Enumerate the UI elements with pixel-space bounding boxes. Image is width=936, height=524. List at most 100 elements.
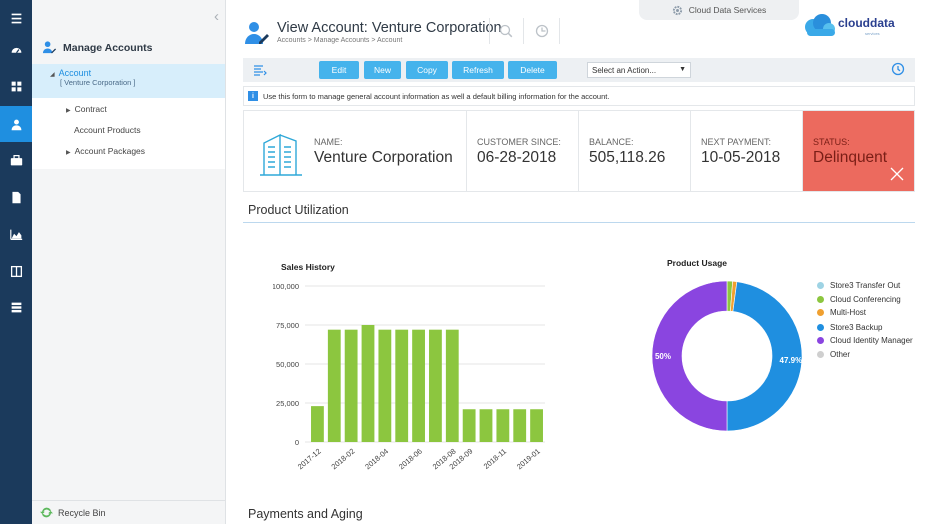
- user-edit-icon: [42, 41, 57, 54]
- account-sub-label: [ Venture Corporation ]: [60, 78, 136, 87]
- summary-balance-cell: BALANCE: 505,118.26: [579, 111, 691, 191]
- tree-item-account-packages[interactable]: ▶ Account Packages: [66, 146, 145, 156]
- collapse-panel-icon[interactable]: ‹: [214, 8, 219, 25]
- bar-2018-02[interactable]: [344, 329, 358, 442]
- close-icon[interactable]: [890, 167, 904, 181]
- action-select-value: Select an Action...: [592, 65, 657, 75]
- rail-document-button[interactable]: [0, 179, 32, 215]
- rail-grid-button[interactable]: [0, 68, 32, 104]
- info-icon: i: [248, 91, 258, 101]
- legend-item[interactable]: Store3 Backup: [817, 322, 927, 334]
- expand-caret-icon: ◢: [50, 72, 55, 78]
- bar-2018-08[interactable]: [445, 329, 459, 442]
- breadcrumb[interactable]: Accounts > Manage Accounts > Account: [277, 37, 403, 44]
- copy-button[interactable]: Copy: [406, 61, 448, 79]
- recycle-bin-label: Recycle Bin: [58, 507, 106, 518]
- rail-layout-button[interactable]: [0, 253, 32, 289]
- logo-text: clouddata: [838, 16, 895, 30]
- y-tick-label: 75,000: [276, 321, 299, 330]
- tree-item-label: Account Products: [74, 125, 141, 135]
- bar-2018-03[interactable]: [361, 325, 375, 442]
- since-value: 06-28-2018: [477, 149, 557, 166]
- divider: [523, 18, 524, 44]
- bar-2018-05[interactable]: [395, 329, 409, 442]
- rail-user-button[interactable]: [0, 106, 32, 142]
- chart-title: Product Usage: [667, 258, 727, 268]
- grid-icon: [11, 81, 21, 91]
- product-utilization-heading: Product Utilization: [248, 203, 349, 217]
- toolbar: Edit New Copy Refresh Delete Select an A…: [243, 58, 915, 82]
- slice-data-label: 50%: [655, 352, 671, 361]
- rail-area-chart-button[interactable]: [0, 216, 32, 252]
- chart-title: Sales History: [281, 262, 335, 272]
- summary-name-cell: NAME: Venture Corporation: [244, 111, 467, 191]
- page-title: View Account: Venture Corporation: [277, 20, 502, 36]
- clock-history-icon[interactable]: [891, 62, 905, 76]
- legend-item[interactable]: Cloud Identity Manager: [817, 335, 927, 347]
- search-icon[interactable]: [499, 24, 513, 38]
- document-icon: [11, 191, 21, 203]
- rail-menu-button[interactable]: [0, 0, 32, 36]
- refresh-button[interactable]: Refresh: [452, 61, 504, 79]
- legend-item[interactable]: Multi-Host: [817, 307, 927, 319]
- bar-2018-12[interactable]: [513, 409, 527, 442]
- x-tick-label: 2019-01: [515, 447, 542, 472]
- recycle-bin-button[interactable]: Recycle Bin: [32, 500, 225, 524]
- delete-button[interactable]: Delete: [508, 61, 557, 79]
- rail-stack-button[interactable]: [0, 289, 32, 325]
- legend-label: Store3 Transfer Out: [830, 281, 901, 290]
- bar-2017-12[interactable]: [311, 406, 324, 442]
- dashboard-icon: [11, 47, 21, 53]
- cloud-logo-icon: [805, 14, 835, 36]
- next-payment-label: NEXT PAYMENT:: [701, 137, 772, 147]
- expand-caret-icon: ▶: [66, 108, 71, 114]
- legend-item[interactable]: Store3 Transfer Out: [817, 280, 927, 292]
- y-tick-label: 25,000: [276, 399, 299, 408]
- slice-cloud-identity-manager[interactable]: [651, 280, 728, 432]
- rail-briefcase-button[interactable]: [0, 142, 32, 178]
- account-summary: NAME: Venture Corporation CUSTOMER SINCE…: [243, 110, 915, 192]
- legend-swatch: [817, 350, 824, 358]
- slice-store3-backup[interactable]: [726, 281, 803, 432]
- bar-2018-06[interactable]: [412, 329, 425, 442]
- logo-subtext: services: [865, 31, 880, 36]
- action-select[interactable]: Select an Action... ▼: [587, 62, 691, 78]
- x-tick-label: 2018-04: [363, 447, 390, 472]
- next-payment-value: 10-05-2018: [701, 149, 781, 166]
- bar-2018-09[interactable]: [462, 409, 476, 442]
- bar-2018-11[interactable]: [496, 409, 510, 442]
- legend-label: Multi-Host: [830, 308, 867, 317]
- menu-icon: [11, 13, 21, 23]
- bar-2018-01[interactable]: [327, 329, 341, 442]
- bar-2018-07[interactable]: [429, 329, 442, 442]
- rail-dashboard-button[interactable]: [0, 31, 32, 67]
- name-label: NAME:: [314, 137, 343, 147]
- cloud-data-services-tab[interactable]: Cloud Data Services: [639, 0, 799, 20]
- pie-history-icon[interactable]: [535, 24, 549, 38]
- x-tick-label: 2017-12: [296, 447, 323, 472]
- expand-caret-icon: ▶: [66, 150, 71, 156]
- tree-item-account-products[interactable]: Account Products: [74, 125, 141, 135]
- summary-since-cell: CUSTOMER SINCE: 06-28-2018: [467, 111, 579, 191]
- bar-2019-01[interactable]: [530, 409, 543, 442]
- summary-status-cell: STATUS: Delinquent: [803, 111, 914, 191]
- tree-item-account[interactable]: ◢ Account [ Venture Corporation ]: [32, 64, 225, 98]
- manage-accounts-heading[interactable]: Manage Accounts: [42, 40, 152, 55]
- legend-swatch: [817, 295, 824, 303]
- dropdown-arrow-icon: ▼: [679, 66, 686, 73]
- briefcase-icon: [10, 154, 22, 165]
- legend-item[interactable]: Other: [817, 349, 927, 361]
- edit-button[interactable]: Edit: [319, 61, 359, 79]
- legend-label: Cloud Conferencing: [830, 294, 901, 304]
- tree-item-contract[interactable]: ▶ Contract: [66, 104, 107, 114]
- legend-swatch: [817, 282, 824, 289]
- tree-item-label: Contract: [74, 104, 107, 114]
- main-content: View Account: Venture Corporation Accoun…: [227, 0, 936, 524]
- legend-item[interactable]: Cloud Conferencing: [817, 294, 927, 306]
- navigation-panel: ‹ Manage Accounts ◢ Account [ Venture Cor…: [32, 0, 226, 524]
- new-button[interactable]: New: [364, 61, 401, 79]
- bar-2018-10[interactable]: [479, 409, 493, 442]
- bar-2018-04[interactable]: [378, 329, 392, 442]
- list-menu-icon[interactable]: [253, 63, 267, 77]
- legend-swatch: [817, 309, 824, 316]
